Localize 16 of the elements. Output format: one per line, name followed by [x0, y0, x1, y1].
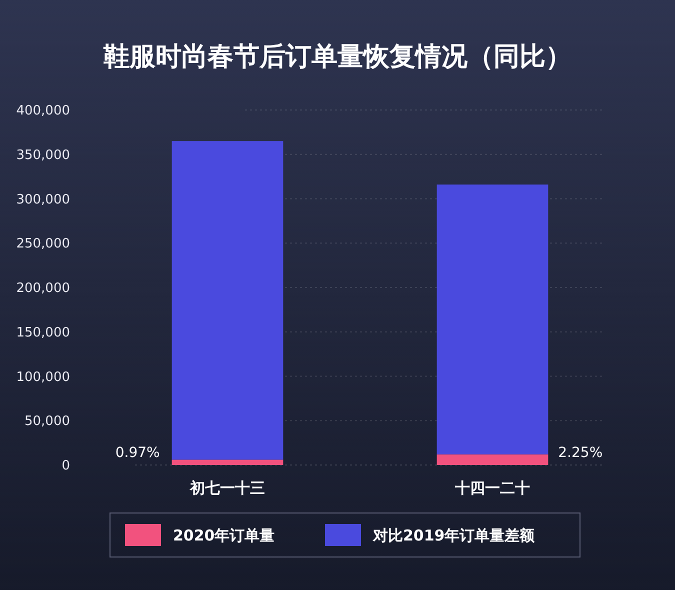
y-tick-label: 200,000: [16, 281, 70, 296]
x-tick-label: 初七一十三: [189, 479, 265, 497]
legend-label: 2020年订单量: [173, 526, 275, 544]
y-tick-label: 250,000: [16, 236, 70, 252]
y-tick-label: 150,000: [16, 325, 70, 340]
y-tick-label: 50,000: [24, 414, 70, 430]
annotation: 2.25%: [558, 445, 603, 461]
chart-title: 鞋服时尚春节后订单量恢复情况（同比）: [102, 42, 572, 72]
y-tick-label: 350,000: [16, 148, 70, 163]
text: 0.97%: [115, 445, 160, 461]
y-tick-label: 400,000: [16, 104, 70, 119]
y-tick-label: 0: [62, 458, 70, 474]
x-tick-label: 十四一二十: [454, 479, 530, 497]
y-tick-label: 100,000: [16, 370, 70, 385]
y-tick-label: 300,000: [16, 192, 70, 208]
legend-label: 对比2019年订单量差额: [372, 526, 536, 544]
